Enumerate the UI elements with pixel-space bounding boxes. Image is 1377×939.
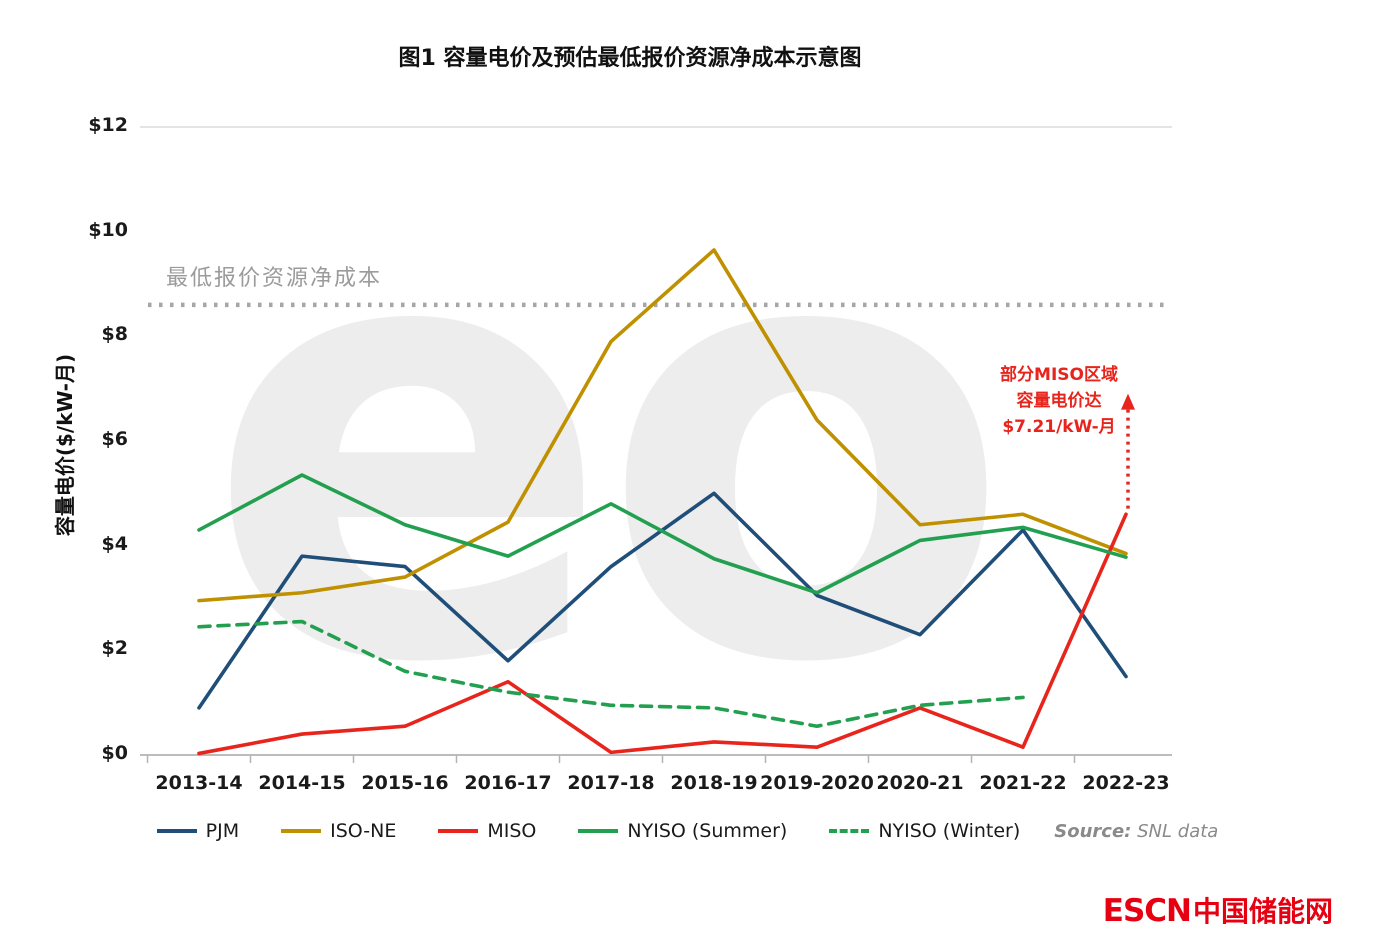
y-tick-label: $6 — [101, 428, 128, 450]
x-tick-label: 2017-18 — [567, 772, 655, 794]
series-line-nyiso-winter — [197, 619, 1025, 729]
y-tick-label: $12 — [88, 114, 128, 136]
x-tick-label: 2019-2020 — [760, 772, 874, 794]
legend-item-pjm: PJM — [156, 820, 240, 842]
legend-label-nyiso-winter: NYISO (Winter) — [878, 820, 1021, 842]
chart-title: 图1 容量电价及预估最低报价资源净成本示意图 — [398, 46, 862, 71]
series-line-miso — [197, 512, 1128, 756]
legend-label-miso: MISO — [487, 820, 537, 842]
miso-annotation: 部分MISO区域 容量电价达 $7.21/kW-月 — [978, 362, 1140, 440]
annotation-line-1: 部分MISO区域 — [1000, 365, 1118, 385]
x-tick-label: 2018-19 — [670, 772, 758, 794]
threshold-label: 最低报价资源净成本 — [166, 266, 383, 291]
legend-label-pjm: PJM — [205, 820, 240, 842]
x-tick-label: 2021-22 — [979, 772, 1067, 794]
legend-swatch-nyiso-winter — [829, 829, 870, 833]
watermark-text: eo — [205, 95, 1000, 794]
x-tick-label: 2016-17 — [464, 772, 552, 794]
x-tick-label: 2013-14 — [155, 772, 243, 794]
y-tick-label: $4 — [101, 532, 128, 555]
annotation-line-2: 容量电价达 — [1016, 391, 1102, 411]
annotation-line-3: $7.21/kW-月 — [1002, 417, 1116, 437]
x-tick-label: 2020-21 — [876, 772, 964, 794]
x-tick-label: 2014-15 — [258, 772, 346, 794]
y-tick-label: $8 — [101, 323, 128, 346]
series-line-pjm — [197, 491, 1128, 710]
annotation-arrow-head — [1121, 393, 1135, 410]
escn-logo-cn: 中国储能网 — [1192, 895, 1333, 928]
source-value: SNL data — [1137, 820, 1219, 842]
legend-item-nyiso-winter: NYISO (Winter) — [829, 820, 1020, 842]
y-tick-label: $0 — [101, 742, 128, 764]
legend-item-nyiso-summer: NYISO (Summer) — [578, 820, 787, 842]
legend-swatch-iso-ne — [281, 829, 322, 833]
series-line-nyiso-summer — [197, 473, 1128, 595]
legend-label-iso-ne: ISO-NE — [330, 820, 397, 842]
legend-swatch-nyiso-summer — [578, 829, 619, 833]
y-tick-label: $2 — [101, 637, 128, 660]
x-tick-label: 2022-23 — [1082, 772, 1170, 794]
source-text: Source: SNL data — [1054, 821, 1218, 842]
legend-item-iso-ne: ISO-NE — [281, 820, 396, 842]
escn-logo-en: ESCN — [1102, 893, 1192, 929]
legend-item-miso: MISO — [438, 820, 536, 842]
legend-label-nyiso-summer: NYISO (Summer) — [627, 820, 788, 842]
source-label: Source: — [1054, 820, 1132, 842]
legend-swatch-miso — [438, 829, 479, 833]
legend: PJM ISO-NE MISO NYISO (Summer) NYISO (Winter… — [150, 814, 1225, 848]
legend-swatch-pjm — [156, 829, 197, 833]
escn-logo: ESCN中国储能网 — [1103, 890, 1333, 930]
x-tick-label: 2015-16 — [361, 772, 449, 794]
series-line-iso-ne — [197, 248, 1128, 603]
y-tick-label: $10 — [88, 218, 128, 241]
legend-items: PJM ISO-NE MISO NYISO (Summer) NYISO (Winter… — [156, 820, 1020, 842]
